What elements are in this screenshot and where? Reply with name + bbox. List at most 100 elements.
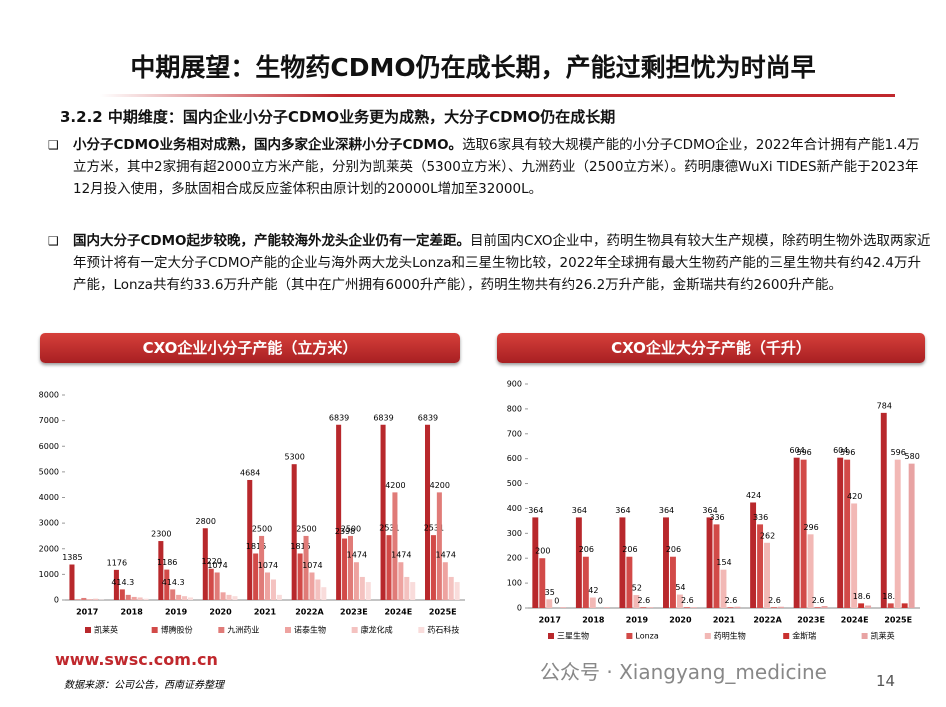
- data-label: 200: [535, 547, 550, 556]
- bar: [247, 479, 253, 600]
- data-label: 154: [716, 558, 731, 567]
- bar: [750, 502, 757, 608]
- bar: [182, 596, 188, 600]
- legend-label: 诺泰生物: [294, 625, 326, 635]
- data-label: 1074: [302, 561, 322, 570]
- data-label: 596: [891, 448, 906, 457]
- legend-swatch: [418, 627, 425, 633]
- y-tick-label: 0: [54, 596, 59, 605]
- bar: [353, 562, 359, 600]
- bar: [757, 524, 764, 608]
- legend-label: Lonza: [635, 632, 658, 641]
- bar: [297, 553, 303, 600]
- y-tick-label: 2000: [39, 544, 59, 553]
- y-tick-label: 100: [507, 579, 522, 588]
- legend-label: 康龙化成: [361, 625, 393, 635]
- data-label: 2531: [379, 524, 399, 533]
- bar: [560, 607, 567, 608]
- bar: [706, 517, 713, 608]
- bar: [143, 598, 149, 600]
- y-tick-label: 900: [507, 380, 522, 389]
- title-rule: [100, 94, 895, 97]
- bar: [589, 597, 596, 608]
- bar: [880, 412, 887, 608]
- x-tick-label: 2020: [669, 616, 692, 625]
- bar: [436, 492, 442, 600]
- bullet-text: 目前国内CXO企业中，药明生物具有较大生产规模，除药明生物外选取两家近年预计将有…: [73, 233, 931, 293]
- bar: [214, 572, 220, 600]
- bar: [410, 582, 416, 600]
- bar: [764, 542, 770, 608]
- bar: [546, 599, 553, 608]
- bar: [690, 607, 697, 608]
- data-label: 596: [840, 448, 855, 457]
- bar: [265, 572, 271, 600]
- bar: [640, 607, 647, 608]
- bar: [720, 569, 727, 608]
- data-label: 1074: [258, 561, 278, 570]
- data-label: 2.6: [681, 596, 694, 605]
- data-label: 1815: [246, 542, 266, 551]
- legend-label: 金斯瑞: [792, 631, 816, 641]
- data-label: 424: [746, 491, 761, 500]
- data-label: 1815: [290, 542, 310, 551]
- bar: [603, 607, 610, 608]
- data-label: 1385: [62, 553, 82, 562]
- y-tick-label: 4000: [39, 493, 59, 502]
- bar: [539, 558, 546, 608]
- data-label: 4200: [430, 481, 450, 490]
- x-tick-label: 2017: [76, 608, 98, 617]
- bullet: 小分子CDMO业务相对成熟，国内多家企业深耕小分子CDMO。选取6家具有较大规模…: [48, 134, 933, 200]
- data-label: 784: [877, 401, 892, 410]
- data-label: 18.6: [853, 592, 871, 601]
- bar: [683, 607, 690, 608]
- bar: [208, 568, 214, 600]
- legend-swatch: [861, 633, 868, 639]
- chart-header: CXO企业小分子产能（立方米）: [40, 333, 460, 363]
- x-tick-label: 2022A: [295, 608, 324, 617]
- data-label: 364: [572, 506, 587, 515]
- bar: [575, 517, 582, 608]
- x-tick-label: 2018: [582, 616, 605, 625]
- data-label: 206: [666, 545, 681, 554]
- data-label: 414.3: [111, 578, 134, 587]
- page-number: 14: [876, 672, 896, 690]
- legend-swatch: [351, 627, 358, 633]
- bar: [807, 534, 814, 608]
- legend-swatch: [218, 627, 225, 633]
- y-tick-label: 400: [507, 504, 522, 513]
- watermark: 公众号 · Xiangyang_medicine: [540, 660, 827, 684]
- data-label: 364: [702, 506, 717, 515]
- bar: [81, 597, 87, 600]
- data-label: 2531: [424, 524, 444, 533]
- legend-swatch: [85, 627, 91, 633]
- bar: [865, 605, 872, 608]
- data-label: 54: [675, 583, 685, 592]
- section-heading: 3.2.2 中期维度：国内企业小分子CDMO业务更为成熟，大分子CDMO仍在成长…: [60, 108, 616, 126]
- data-label: 364: [659, 506, 674, 515]
- bar: [119, 589, 125, 600]
- x-tick-label: 2023E: [797, 616, 825, 625]
- data-label: 580: [905, 452, 920, 461]
- legend-label: 凯莱英: [94, 625, 118, 635]
- legend-swatch: [783, 633, 790, 639]
- bar: [270, 579, 276, 600]
- bar: [187, 597, 193, 600]
- bar: [347, 535, 353, 600]
- data-label: 2800: [196, 517, 216, 526]
- bar: [158, 541, 164, 600]
- bar: [619, 517, 626, 608]
- x-tick-label: 2021: [713, 616, 736, 625]
- bar: [259, 535, 265, 600]
- bar: [425, 424, 431, 600]
- bar: [202, 528, 208, 600]
- bar: [125, 594, 131, 600]
- bar: [336, 424, 342, 600]
- data-label: 2.6: [768, 596, 781, 605]
- bar: [851, 503, 858, 608]
- bar: [793, 457, 800, 608]
- data-label: 4684: [240, 468, 260, 477]
- data-label: 2500: [252, 524, 272, 533]
- bar: [404, 576, 410, 600]
